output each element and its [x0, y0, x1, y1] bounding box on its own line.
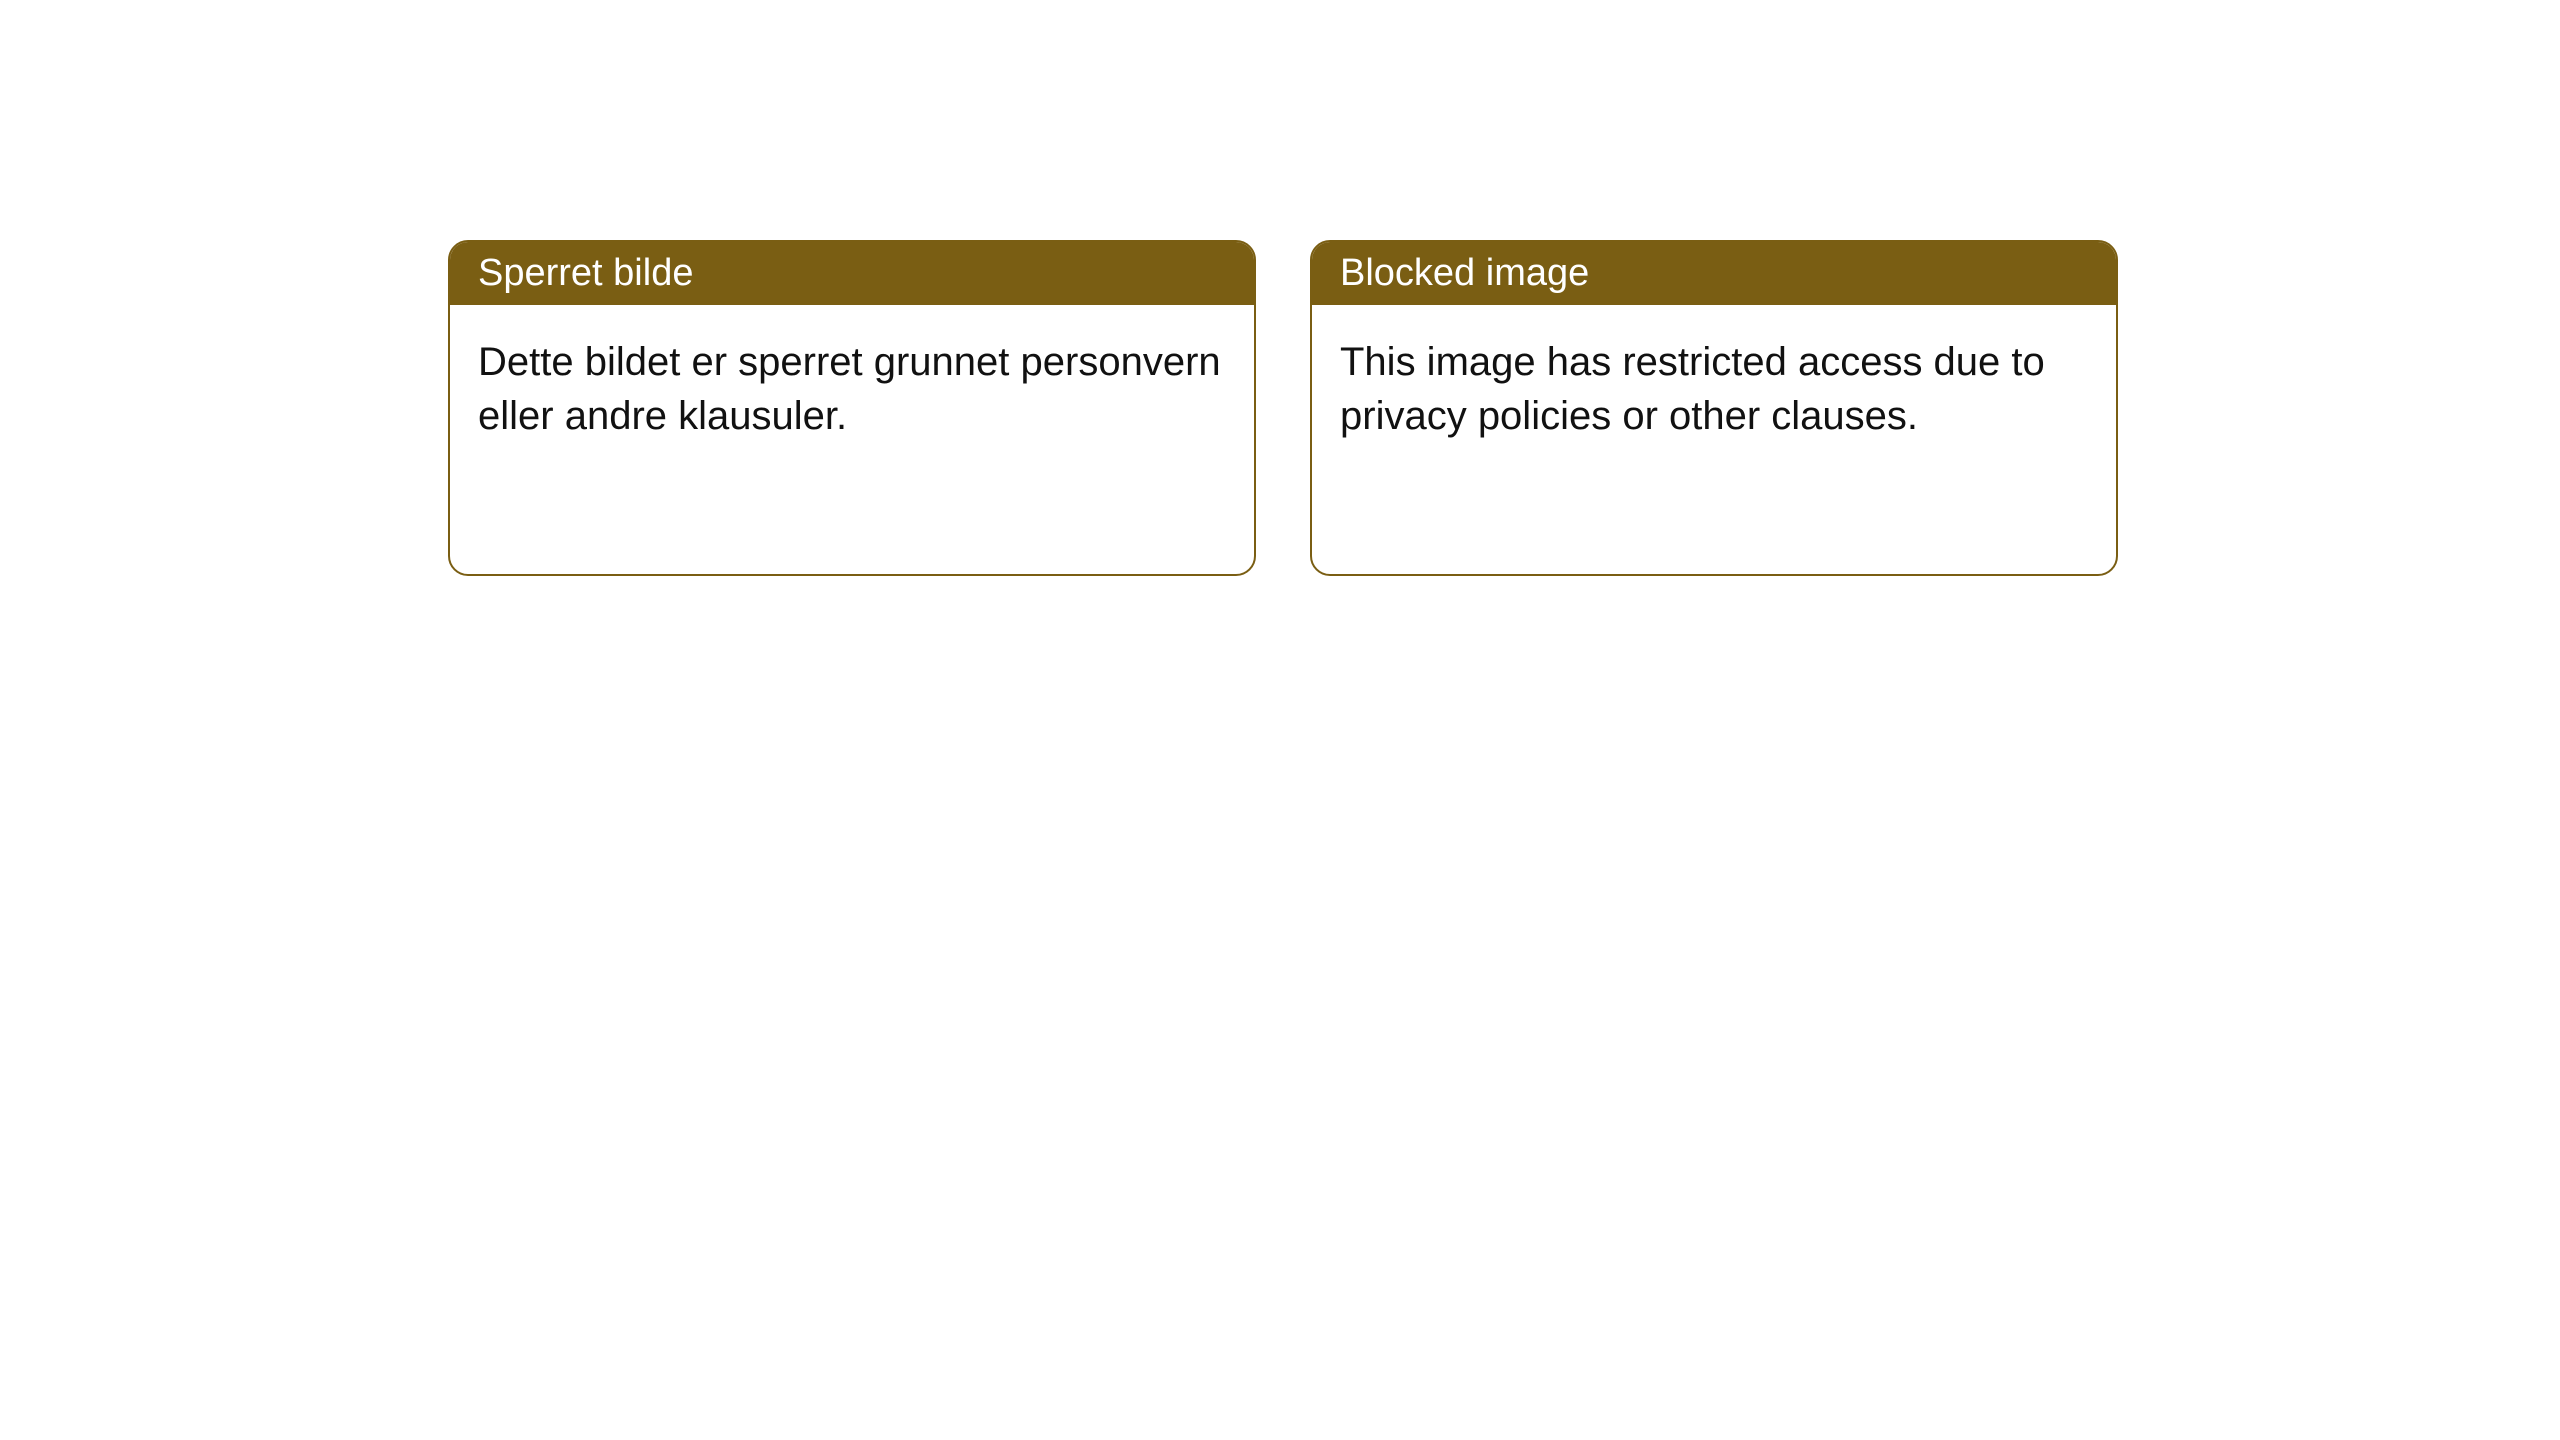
blocked-image-notice-container: Sperret bilde Dette bildet er sperret gr… [448, 240, 2118, 576]
card-body-no: Dette bildet er sperret grunnet personve… [450, 305, 1254, 473]
blocked-image-card-no: Sperret bilde Dette bildet er sperret gr… [448, 240, 1256, 576]
card-header-no: Sperret bilde [450, 242, 1254, 305]
card-body-en: This image has restricted access due to … [1312, 305, 2116, 473]
card-header-en: Blocked image [1312, 242, 2116, 305]
blocked-image-card-en: Blocked image This image has restricted … [1310, 240, 2118, 576]
